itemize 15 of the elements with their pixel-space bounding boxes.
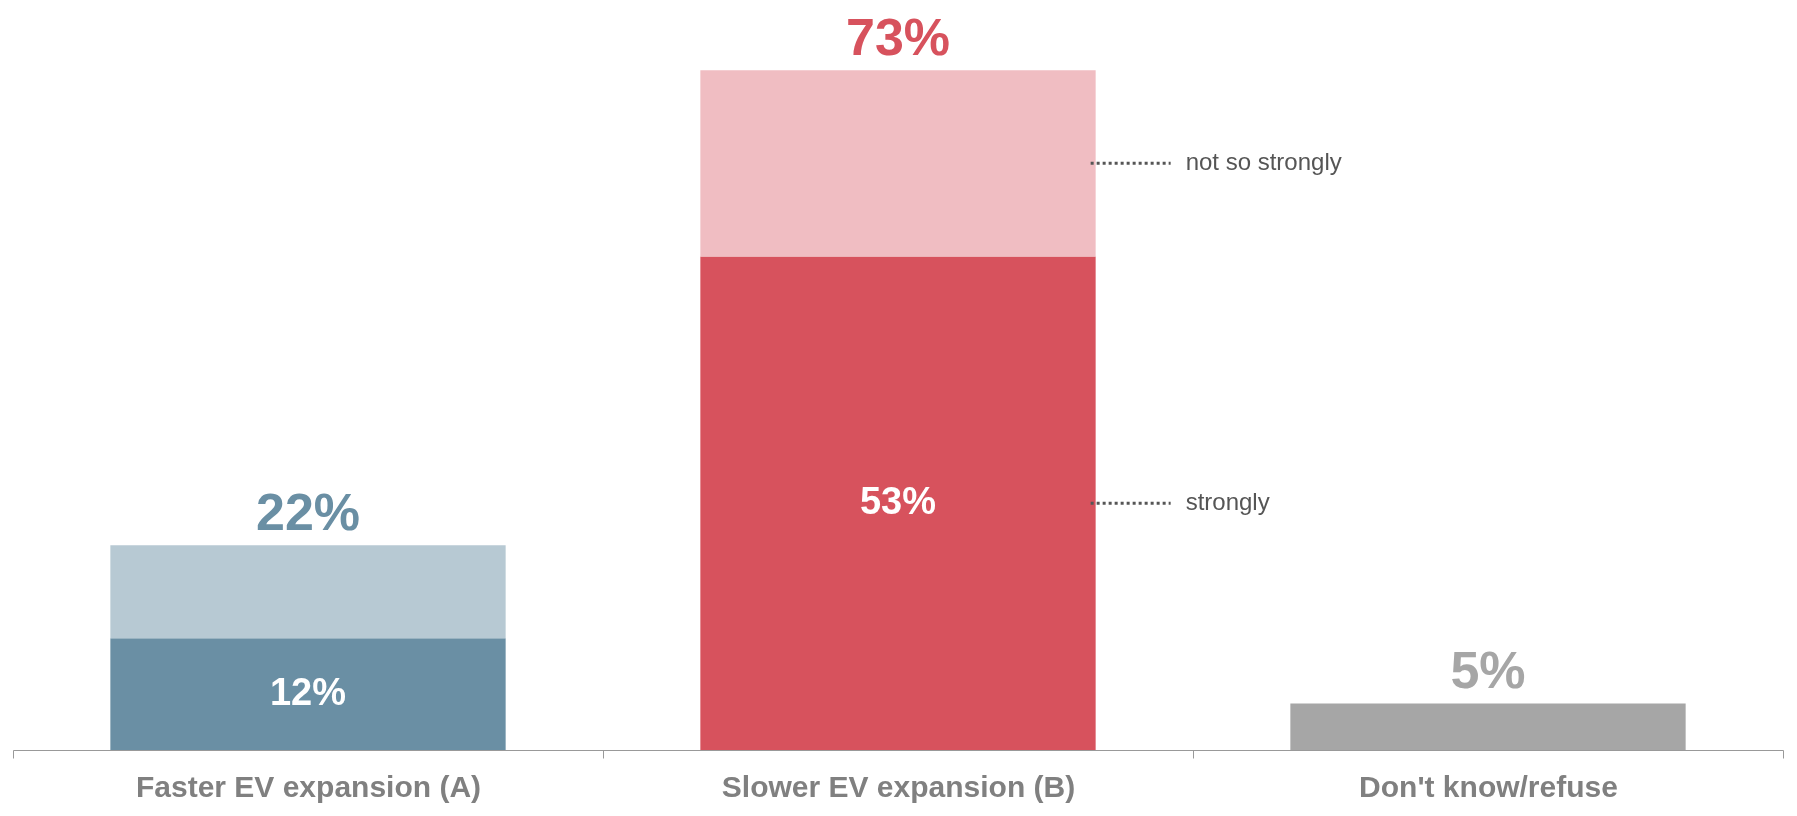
bar <box>1290 703 1686 750</box>
total-label: 22% <box>255 483 361 542</box>
data-label: 12% <box>269 671 347 714</box>
total-label: 5% <box>1450 641 1526 700</box>
x-tick-label: Faster EV expansion (A) <box>135 769 482 803</box>
bar <box>700 70 1096 257</box>
bar <box>700 256 1096 750</box>
x-tick-label: Don't know/refuse <box>1359 769 1618 803</box>
text: not so strongly <box>1185 148 1342 176</box>
text: strongly <box>1185 488 1270 516</box>
x-tick-label: Slower EV expansion (B) <box>721 769 1076 803</box>
data-label: 53% <box>859 480 937 523</box>
bar <box>110 638 506 750</box>
total-label: 73% <box>845 8 951 67</box>
bar <box>110 545 506 639</box>
